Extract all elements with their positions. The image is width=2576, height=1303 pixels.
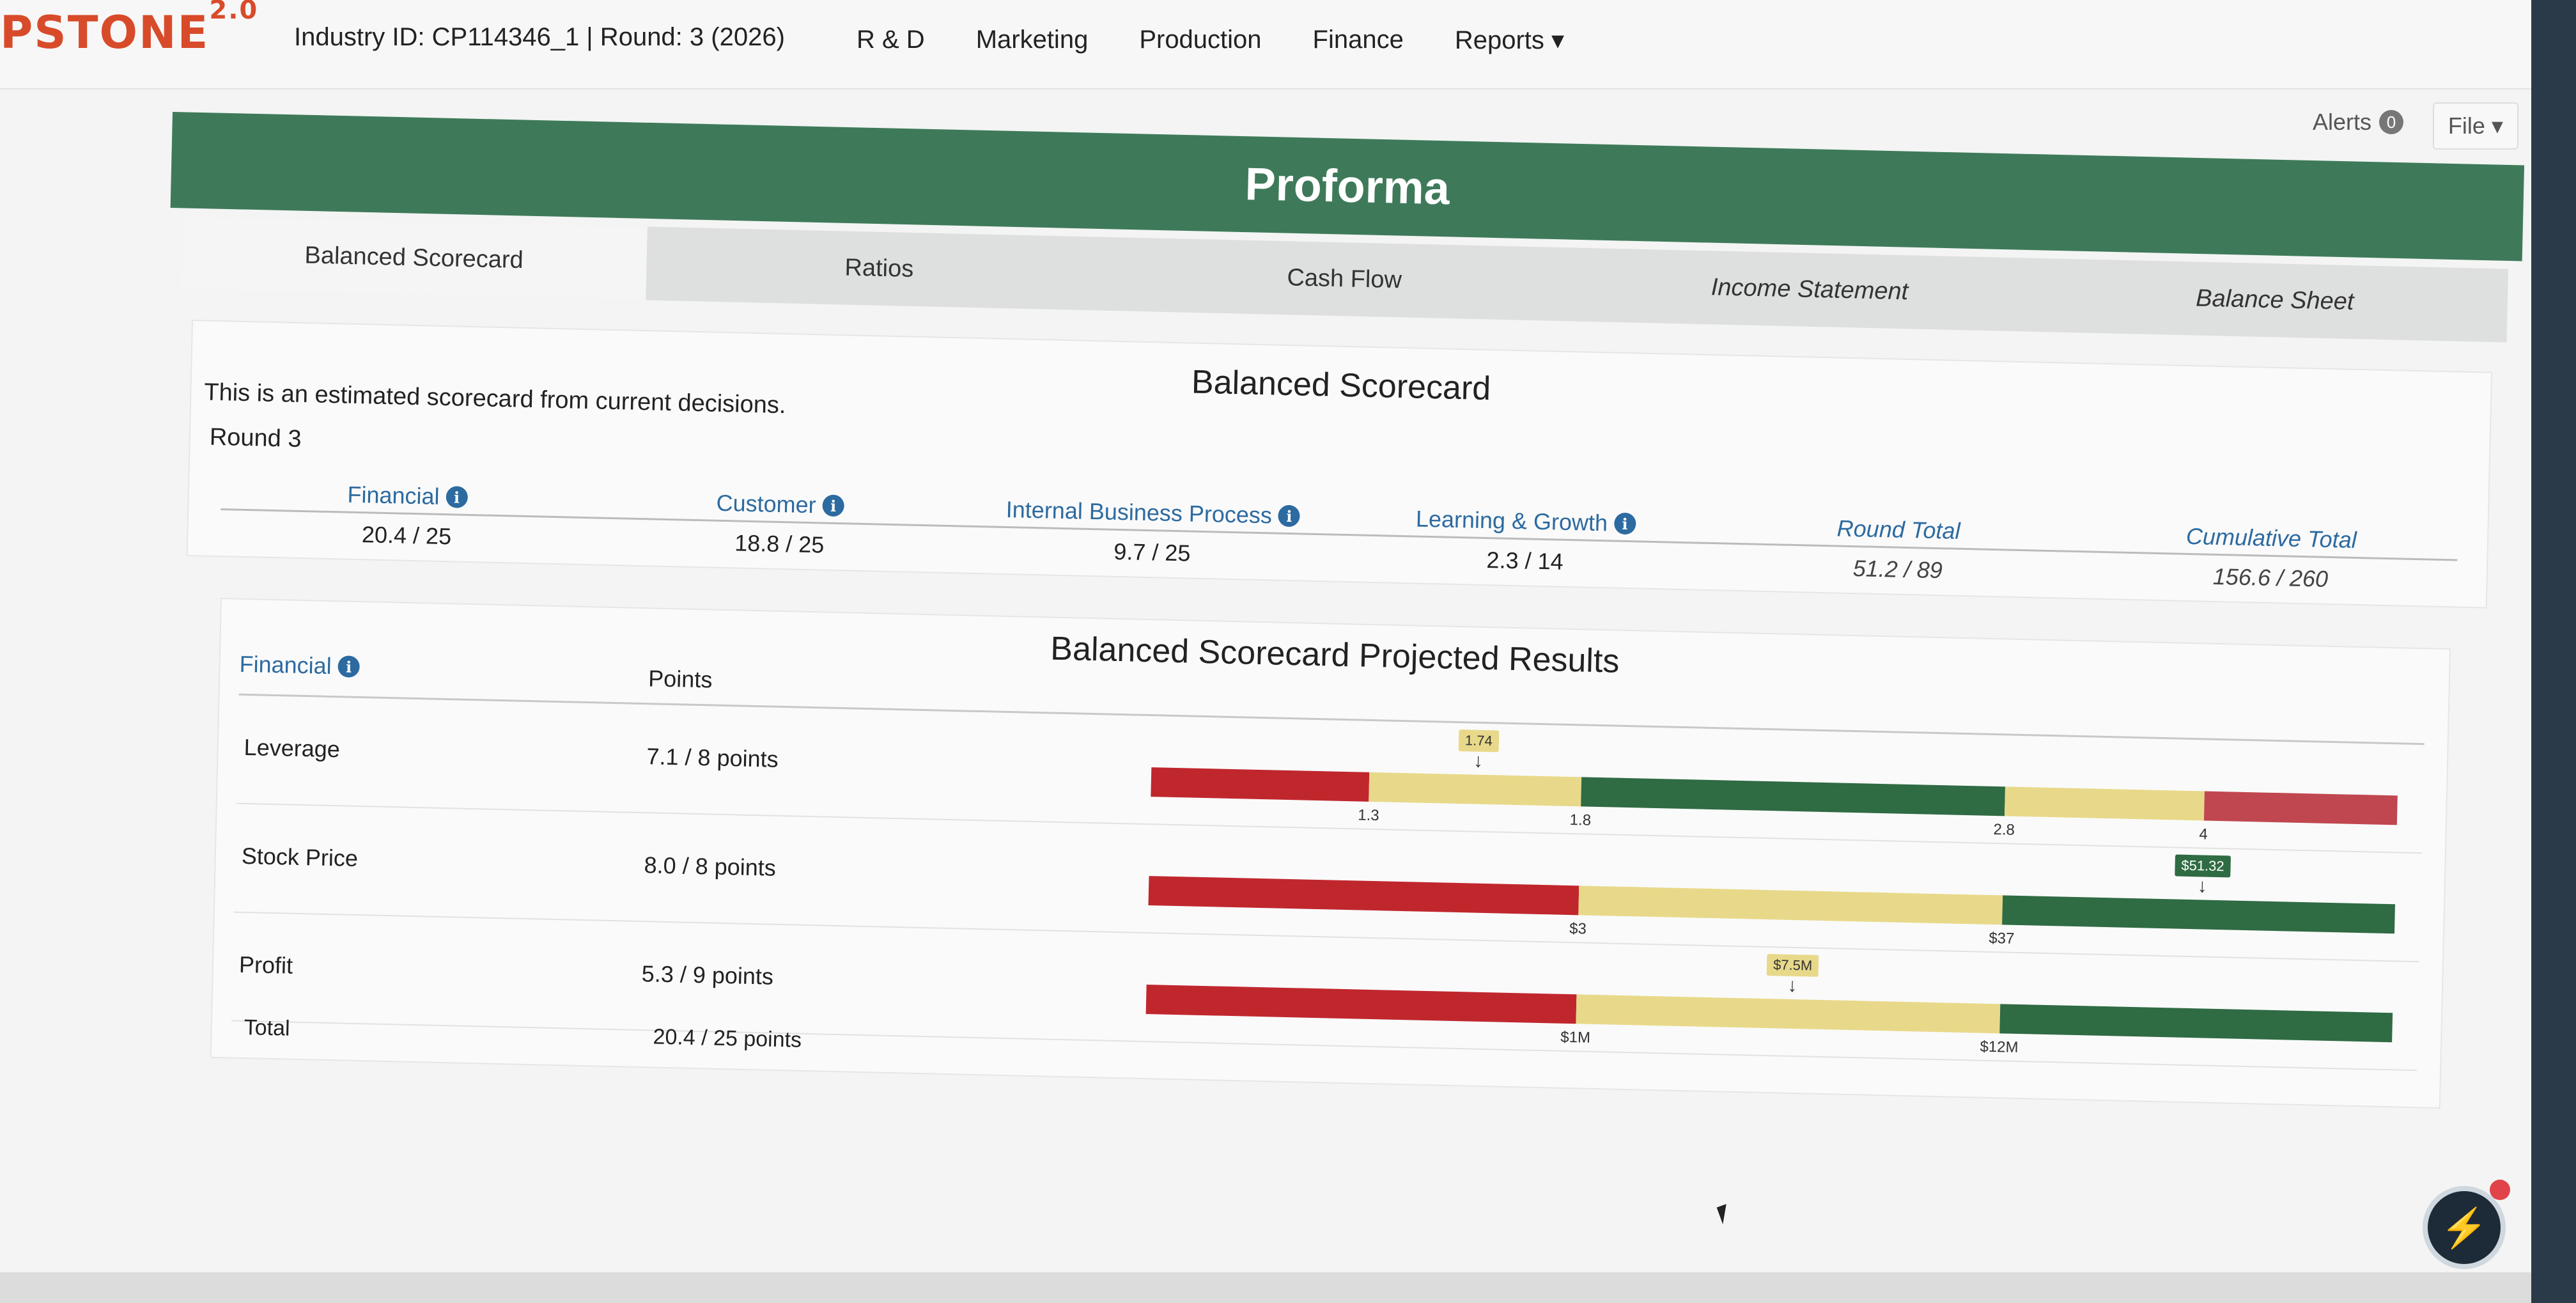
marker-value: $51.32 <box>2175 854 2231 878</box>
file-menu-button[interactable]: File ▾ <box>2432 102 2518 150</box>
scorecard-col-learning-growth: Learning & Growth i 2.3 / 14 <box>1338 500 1713 579</box>
metric-label: Stock Price <box>241 842 359 871</box>
metric-label: Profit <box>238 951 293 979</box>
projected-value-marker: $7.5M ↓ <box>1766 954 1819 996</box>
nav-rd[interactable]: R & D <box>857 26 925 54</box>
tab-ratios[interactable]: Ratios <box>844 254 914 283</box>
scorecard-col-label: Financial <box>347 481 440 510</box>
alerts-button[interactable]: Alerts 0 <box>2313 109 2403 136</box>
mouse-cursor-icon <box>1716 1204 1733 1224</box>
marker-value: 1.74 <box>1458 730 1500 753</box>
range-segment <box>2203 791 2398 825</box>
info-icon[interactable]: i <box>822 494 845 517</box>
scorecard-col-customer: Customer i 18.8 / 25 <box>593 483 967 562</box>
scorecard-col-round-total: Round Total 51.2 / 89 <box>1711 509 2086 588</box>
alerts-label: Alerts <box>2312 109 2371 135</box>
info-icon[interactable]: i <box>446 486 468 508</box>
projected-value-marker: $51.32 ↓ <box>2174 854 2231 897</box>
total-label: Total <box>244 1015 291 1041</box>
info-icon[interactable]: i <box>1613 512 1636 535</box>
projected-value-marker: 1.74 ↓ <box>1458 730 1500 772</box>
metric-label: Leverage <box>244 733 341 763</box>
nav-production[interactable]: Production <box>1139 26 1262 54</box>
down-arrow-icon: ↓ <box>2197 875 2208 897</box>
scorecard-col-label: Round Total <box>1836 515 1961 544</box>
tab-income-statement[interactable]: Income Statement <box>1711 274 1909 306</box>
range-tick-label: 1.8 <box>1569 811 1592 829</box>
scorecard-col-label: Learning & Growth <box>1415 505 1608 536</box>
page-title: Proforma <box>1244 159 1450 215</box>
range-segment <box>1151 767 1370 802</box>
scorecard-title: Balanced Scorecard <box>1191 363 1491 408</box>
info-icon[interactable]: i <box>338 655 361 678</box>
top-navbar: PSTONE2.0 Industry ID: CP114346_1 | Roun… <box>0 0 2531 90</box>
scorecard-col-internal-process: Internal Business Process i 9.7 / 25 <box>965 492 1340 571</box>
nav-finance[interactable]: Finance <box>1312 26 1404 54</box>
range-segment <box>1145 985 1577 1024</box>
tab-cash-flow[interactable]: Cash Flow <box>1287 264 1402 294</box>
bottom-edge <box>0 1272 2531 1303</box>
down-arrow-icon: ↓ <box>1787 974 1797 997</box>
category-header: Financial <box>239 650 332 679</box>
chat-messenger-button[interactable]: ⚡ <box>2423 1186 2506 1269</box>
range-segment <box>1576 994 2001 1034</box>
metric-points: 7.1 / 8 points <box>646 743 779 772</box>
scorecard-summary-row: Financial i 20.4 / 25 Customer i 18.8 / 25… <box>220 475 2458 596</box>
scorecard-summary-panel: Balanced Scorecard This is an estimated … <box>186 320 2493 609</box>
range-segment <box>1369 772 1581 807</box>
nav-marketing[interactable]: Marketing <box>975 26 1089 54</box>
range-segment <box>2001 895 2396 934</box>
tab-balance-sheet[interactable]: Balance Sheet <box>2195 285 2354 316</box>
range-tick-label: $37 <box>1989 929 2015 948</box>
points-header: Points <box>648 665 713 693</box>
range-segment <box>2004 786 2205 821</box>
metric-points: 5.3 / 9 points <box>641 960 774 990</box>
industry-info: Industry ID: CP114346_1 | Round: 3 (2026… <box>294 23 785 51</box>
total-points: 20.4 / 25 points <box>653 1024 802 1052</box>
messenger-icon: ⚡ <box>2440 1206 2488 1249</box>
scorecard-col-label: Internal Business Process <box>1005 495 1273 529</box>
range-segment <box>1999 1004 2393 1043</box>
scorecard-col-label: Customer <box>716 489 817 519</box>
range-segment <box>1148 876 1579 916</box>
tab-balanced-scorecard[interactable]: Balanced Scorecard <box>180 216 648 300</box>
metric-points: 8.0 / 8 points <box>644 852 777 881</box>
scorecard-col-label: Cumulative Total <box>2185 522 2357 553</box>
range-segment <box>1580 777 2005 816</box>
range-segment <box>1578 886 2003 925</box>
range-tick-label: 2.8 <box>1993 821 2015 839</box>
range-tick-label: 4 <box>2199 825 2208 843</box>
notification-dot <box>2490 1180 2510 1200</box>
alerts-count-badge: 0 <box>2379 110 2403 134</box>
down-arrow-icon: ↓ <box>1473 750 1484 772</box>
marker-value: $7.5M <box>1766 954 1819 977</box>
round-label: Round 3 <box>209 423 302 453</box>
scorecard-col-financial: Financial i 20.4 / 25 <box>220 475 594 554</box>
range-bar <box>1151 767 2398 825</box>
projected-results-panel: Balanced Scorecard Projected Results Fin… <box>210 598 2451 1109</box>
range-tick-label: 1.3 <box>1358 806 1379 825</box>
range-tick-label: $3 <box>1569 920 1587 938</box>
main-nav: R & D Marketing Production Finance Repor… <box>857 26 1615 55</box>
info-icon[interactable]: i <box>1278 504 1301 527</box>
app-logo[interactable]: PSTONE2.0 <box>0 0 259 59</box>
scorecard-col-cumulative-total: Cumulative Total 156.6 / 260 <box>2084 517 2458 596</box>
nav-reports-dropdown[interactable]: Reports ▾ <box>1454 26 1565 54</box>
